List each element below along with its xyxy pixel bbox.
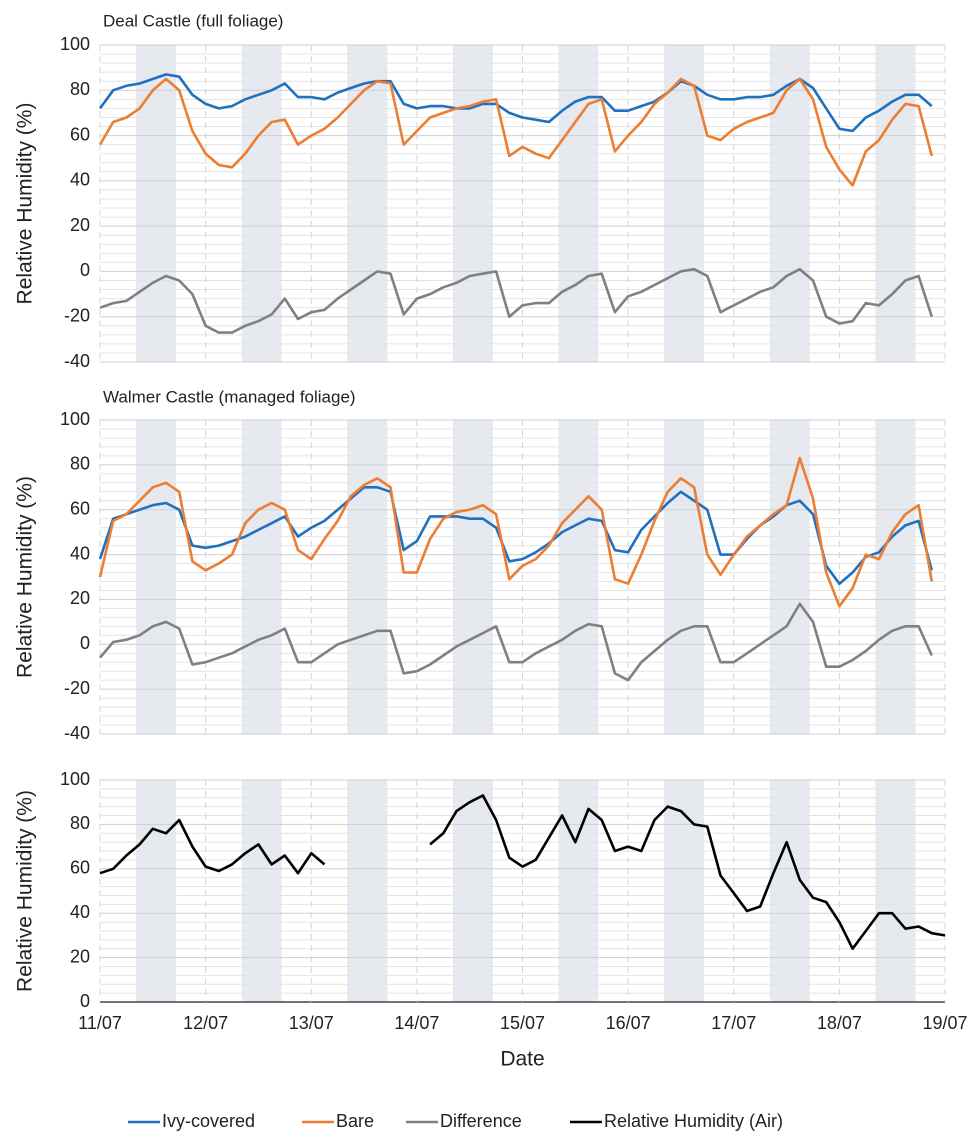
y-tick-label: 80 (70, 813, 90, 833)
series-line (98, 73, 933, 133)
panel-title: Deal Castle (full foliage) (103, 11, 283, 30)
shaded-span (769, 780, 810, 1002)
shaded-span (452, 45, 493, 362)
x-tick-label: 17/07 (711, 1013, 756, 1033)
series-line (99, 267, 934, 334)
x-tick-label: 19/07 (922, 1013, 967, 1033)
legend-label: Difference (440, 1111, 522, 1131)
shaded-span (769, 45, 810, 362)
x-axis-label: Date (500, 1048, 544, 1071)
panel: -40 -20 0 20 40 60 80 100 Walmer Castle (managed… (14, 387, 946, 743)
shaded-span (664, 780, 705, 1002)
y-tick-label: 20 (70, 588, 90, 608)
shaded-span (664, 45, 705, 362)
shaded-span (875, 780, 916, 1002)
shaded-span (347, 45, 388, 362)
y-tick-label: 60 (70, 498, 90, 518)
shaded-span (875, 45, 916, 362)
x-tick-label: 18/07 (817, 1013, 862, 1033)
y-tick-label: 0 (80, 260, 90, 280)
shaded-span (452, 780, 493, 1002)
y-tick-label: 60 (70, 858, 90, 878)
y-tick-label: 80 (70, 454, 90, 474)
shaded-span (875, 420, 916, 734)
y-tick-label: 0 (80, 991, 90, 1011)
shaded-span (558, 420, 599, 734)
y-tick-label: 40 (70, 902, 90, 922)
series-line (98, 77, 934, 187)
y-tick-label: 20 (70, 946, 90, 966)
legend: Ivy-covered Bare Difference Relative Humidi… (128, 1111, 783, 1131)
y-tick-label: -20 (64, 305, 90, 325)
shaded-span (135, 420, 177, 734)
shaded-span (558, 780, 599, 1002)
panel-title: Walmer Castle (managed foliage) (103, 387, 356, 406)
y-tick-label: -40 (64, 351, 90, 371)
shaded-span (347, 780, 388, 1002)
series-line (99, 794, 946, 950)
y-axis-label: Relative Humidity (%) (14, 790, 37, 992)
y-tick-label: 40 (70, 543, 90, 563)
y-tick-label: 40 (70, 170, 90, 190)
panel: 0 20 40 60 80 100 11/07 12/07 13/07 14/07 15/07 16/… (14, 769, 968, 1071)
shaded-span (347, 420, 388, 734)
shaded-span (241, 780, 282, 1002)
shaded-span (452, 420, 493, 734)
panel: -40 -20 0 20 40 60 80 100 Deal Castle (full foli… (14, 11, 946, 371)
x-tick-label: 11/07 (78, 1013, 122, 1033)
y-tick-label: 60 (70, 124, 90, 144)
shaded-span (135, 45, 177, 362)
shaded-span (241, 420, 282, 734)
legend-label: Bare (336, 1111, 374, 1131)
x-tick-label: 16/07 (606, 1013, 651, 1033)
shaded-span (558, 45, 599, 362)
y-tick-label: -20 (64, 678, 90, 698)
legend-label: Relative Humidity (Air) (604, 1111, 783, 1131)
y-tick-label: 100 (60, 34, 90, 54)
y-axis-label: Relative Humidity (%) (14, 476, 37, 678)
x-tick-label: 15/07 (500, 1013, 545, 1033)
y-tick-label: 100 (60, 409, 90, 429)
series-line (99, 602, 933, 682)
y-tick-label: 0 (80, 633, 90, 653)
y-tick-label: 100 (60, 769, 90, 789)
x-tick-label: 14/07 (394, 1013, 439, 1033)
x-tick-label: 12/07 (183, 1013, 228, 1033)
y-axis-label: Relative Humidity (%) (14, 103, 37, 305)
y-tick-label: 80 (70, 79, 90, 99)
legend-label: Ivy-covered (162, 1111, 255, 1131)
x-tick-label: 13/07 (289, 1013, 334, 1033)
shaded-span (664, 420, 705, 734)
series-line (98, 456, 934, 608)
y-tick-label: -40 (64, 723, 90, 743)
y-tick-label: 20 (70, 215, 90, 235)
shaded-span (135, 780, 177, 1002)
